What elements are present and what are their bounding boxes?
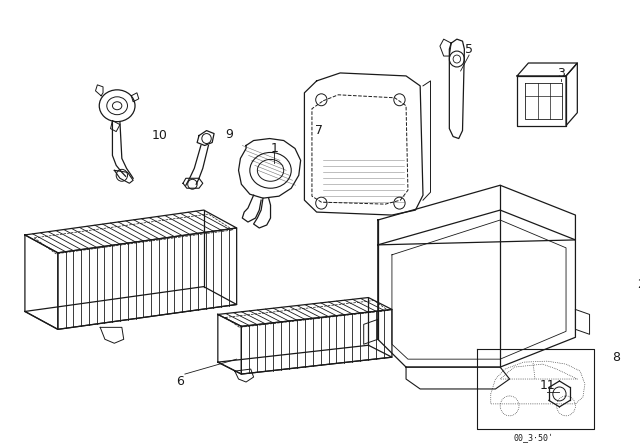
Text: 9: 9	[225, 128, 233, 141]
Text: 1: 1	[270, 142, 278, 155]
Text: 2: 2	[637, 278, 640, 291]
Text: 00_3·50ʹ: 00_3·50ʹ	[513, 434, 553, 443]
Text: 3: 3	[557, 68, 565, 81]
Text: 11: 11	[540, 379, 555, 392]
Text: 7: 7	[314, 124, 323, 137]
Text: 8: 8	[612, 351, 620, 364]
Text: 6: 6	[176, 375, 184, 388]
Text: 10: 10	[152, 129, 168, 142]
Text: 5: 5	[465, 43, 473, 56]
